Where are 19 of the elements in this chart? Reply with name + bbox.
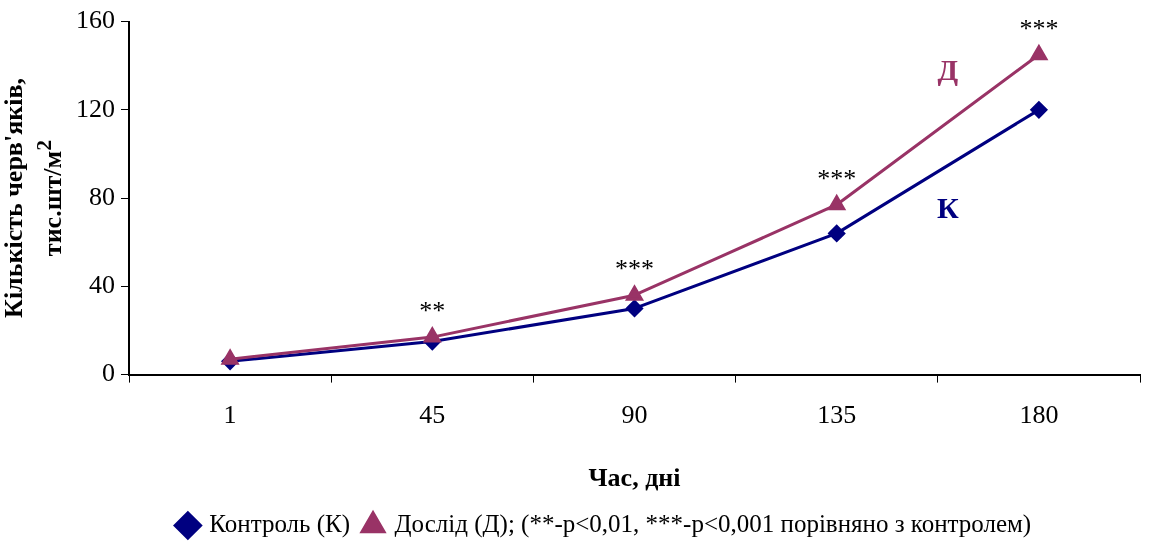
- y-tick-label: 0: [102, 358, 115, 388]
- annotation: **: [419, 295, 446, 325]
- legend-label: Контроль (К): [209, 510, 351, 539]
- annotation: ***: [1019, 13, 1059, 43]
- annotation: К: [937, 191, 960, 225]
- x-tick-label: 45: [419, 400, 446, 430]
- annotation: Д: [937, 52, 959, 86]
- x-axis-title: Час, дні: [588, 463, 681, 493]
- x-tick-label: 180: [1019, 400, 1059, 430]
- y-tick-label: 40: [89, 270, 115, 300]
- y-tick-label: 160: [76, 5, 115, 35]
- annotation: ***: [817, 163, 857, 193]
- y-tick-label: 80: [89, 181, 115, 211]
- x-tick-label: 90: [621, 400, 648, 430]
- legend-label: Дослід (Д); (**-p<0,01, ***-p<0,001 порівняно з контролем): [394, 510, 1032, 539]
- x-tick-label: 135: [817, 400, 857, 430]
- x-tick-label: 1: [223, 400, 237, 430]
- y-tick-label: 120: [76, 93, 115, 123]
- annotation: ***: [615, 254, 654, 283]
